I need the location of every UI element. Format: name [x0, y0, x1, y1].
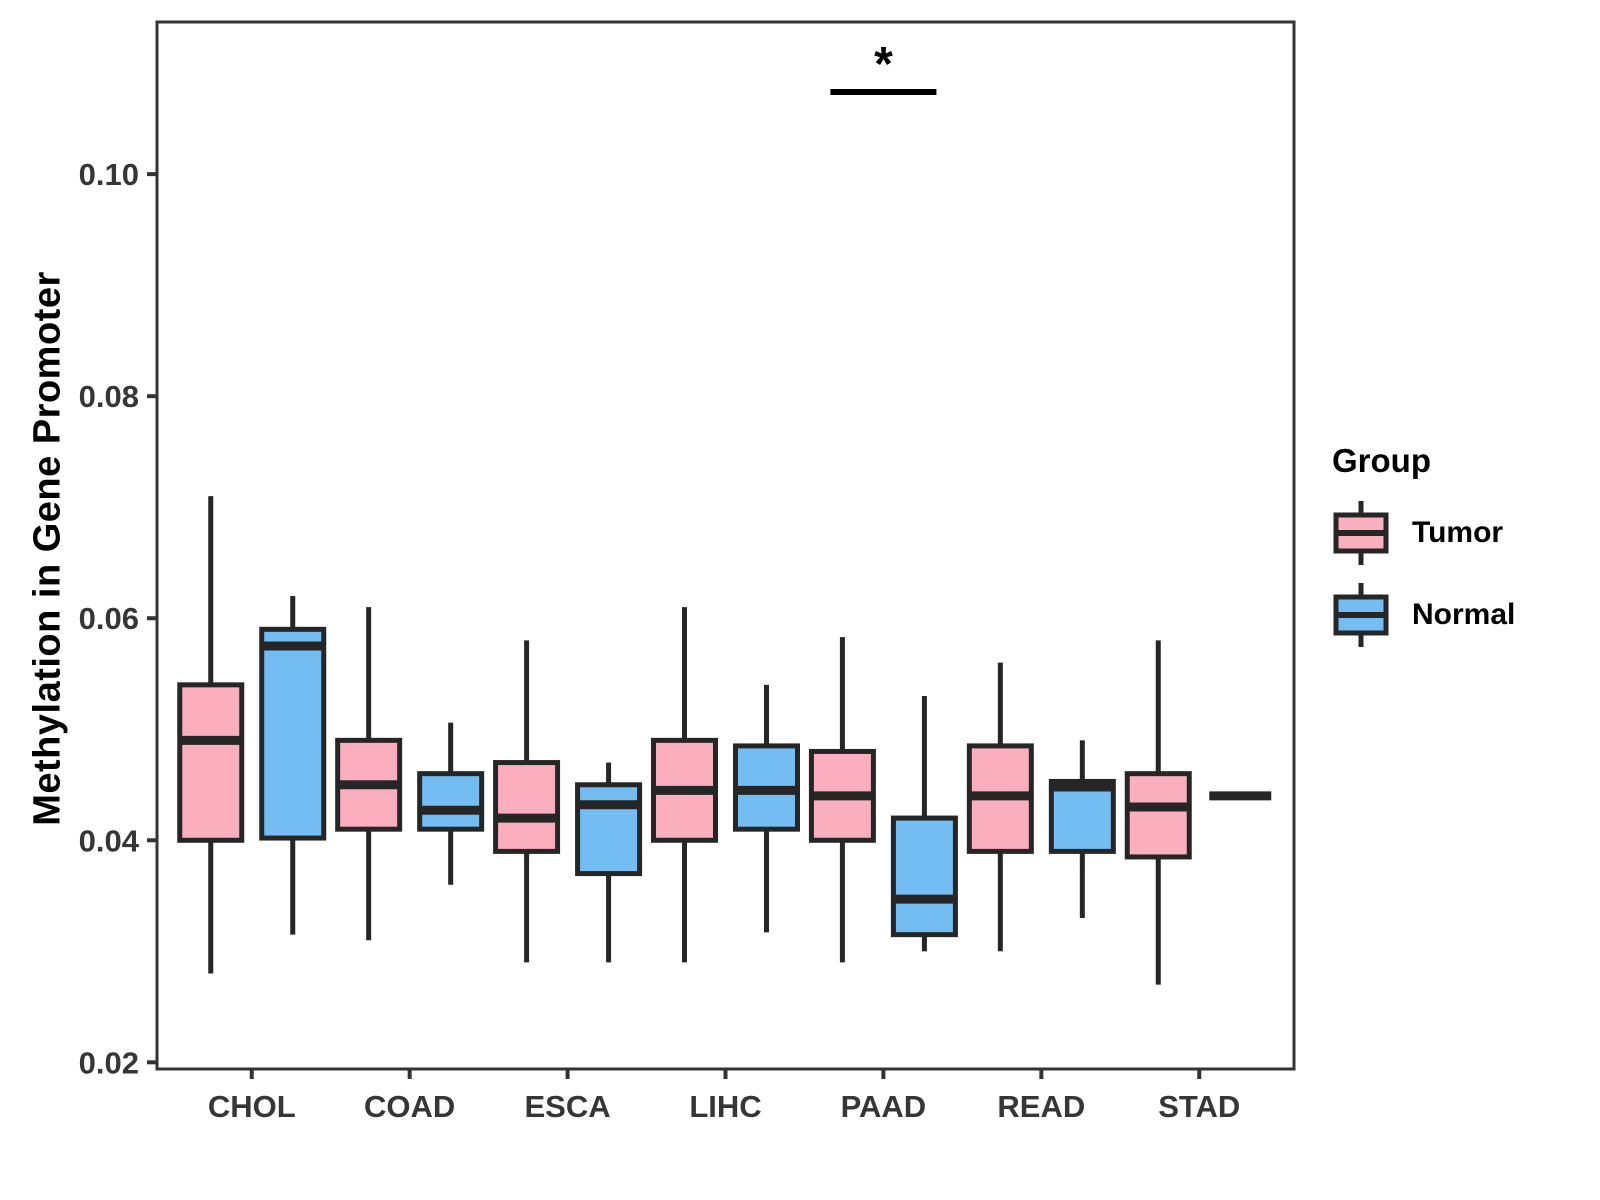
legend-label-normal: Normal — [1412, 598, 1516, 631]
y-tick-label: 0.10 — [79, 157, 139, 192]
box-LIHC-tumor — [651, 607, 718, 963]
x-tick-label: LIHC — [689, 1089, 761, 1124]
box-STAD-tumor — [1124, 640, 1192, 985]
box-PAAD-normal — [890, 695, 958, 952]
normal-boxplot-key-icon — [1333, 583, 1389, 647]
significance-star: * — [874, 38, 893, 91]
box-ESCA-tumor — [493, 640, 561, 963]
iqr-box — [177, 682, 245, 843]
box-CHOL-normal — [259, 596, 327, 935]
iqr-box — [259, 626, 327, 841]
legend-title: Group — [1332, 442, 1431, 479]
iqr-box — [890, 815, 958, 938]
x-tick-label: STAD — [1158, 1089, 1240, 1124]
y-tick-label: 0.08 — [79, 379, 139, 414]
x-tick-label: PAAD — [841, 1089, 927, 1124]
iqr-box — [417, 771, 485, 832]
tumor-boxplot-key-icon — [1333, 501, 1389, 565]
panel-border — [155, 20, 1296, 1071]
box-READ-normal — [1048, 740, 1116, 919]
iqr-box — [1048, 778, 1116, 854]
x-tick-label: ESCA — [525, 1089, 611, 1124]
y-tick-label: 0.02 — [79, 1045, 139, 1080]
box-COAD-tumor — [335, 607, 403, 941]
box-READ-tumor — [966, 662, 1034, 952]
iqr-box — [575, 782, 643, 877]
legend-item-tumor: Tumor — [1332, 500, 1582, 566]
x-tick-label: READ — [997, 1089, 1085, 1124]
iqr-box — [1124, 771, 1192, 860]
legend: Group Tumor Normal — [1332, 442, 1582, 664]
legend-item-normal: Normal — [1332, 582, 1582, 648]
y-tick-label: 0.04 — [79, 823, 140, 858]
box-PAAD-tumor — [808, 637, 876, 963]
y-tick-label: 0.06 — [79, 601, 139, 636]
box-COAD-normal — [417, 722, 485, 885]
box-ESCA-normal — [575, 762, 643, 963]
y-axis-title: Methylation in Gene Promoter — [26, 271, 69, 826]
x-tick-label: CHOL — [208, 1089, 296, 1124]
legend-label-tumor: Tumor — [1412, 516, 1504, 549]
iqr-box — [493, 760, 561, 854]
box-CHOL-tumor — [177, 496, 245, 974]
box-LIHC-normal — [733, 684, 800, 933]
x-tick-label: COAD — [364, 1089, 455, 1124]
